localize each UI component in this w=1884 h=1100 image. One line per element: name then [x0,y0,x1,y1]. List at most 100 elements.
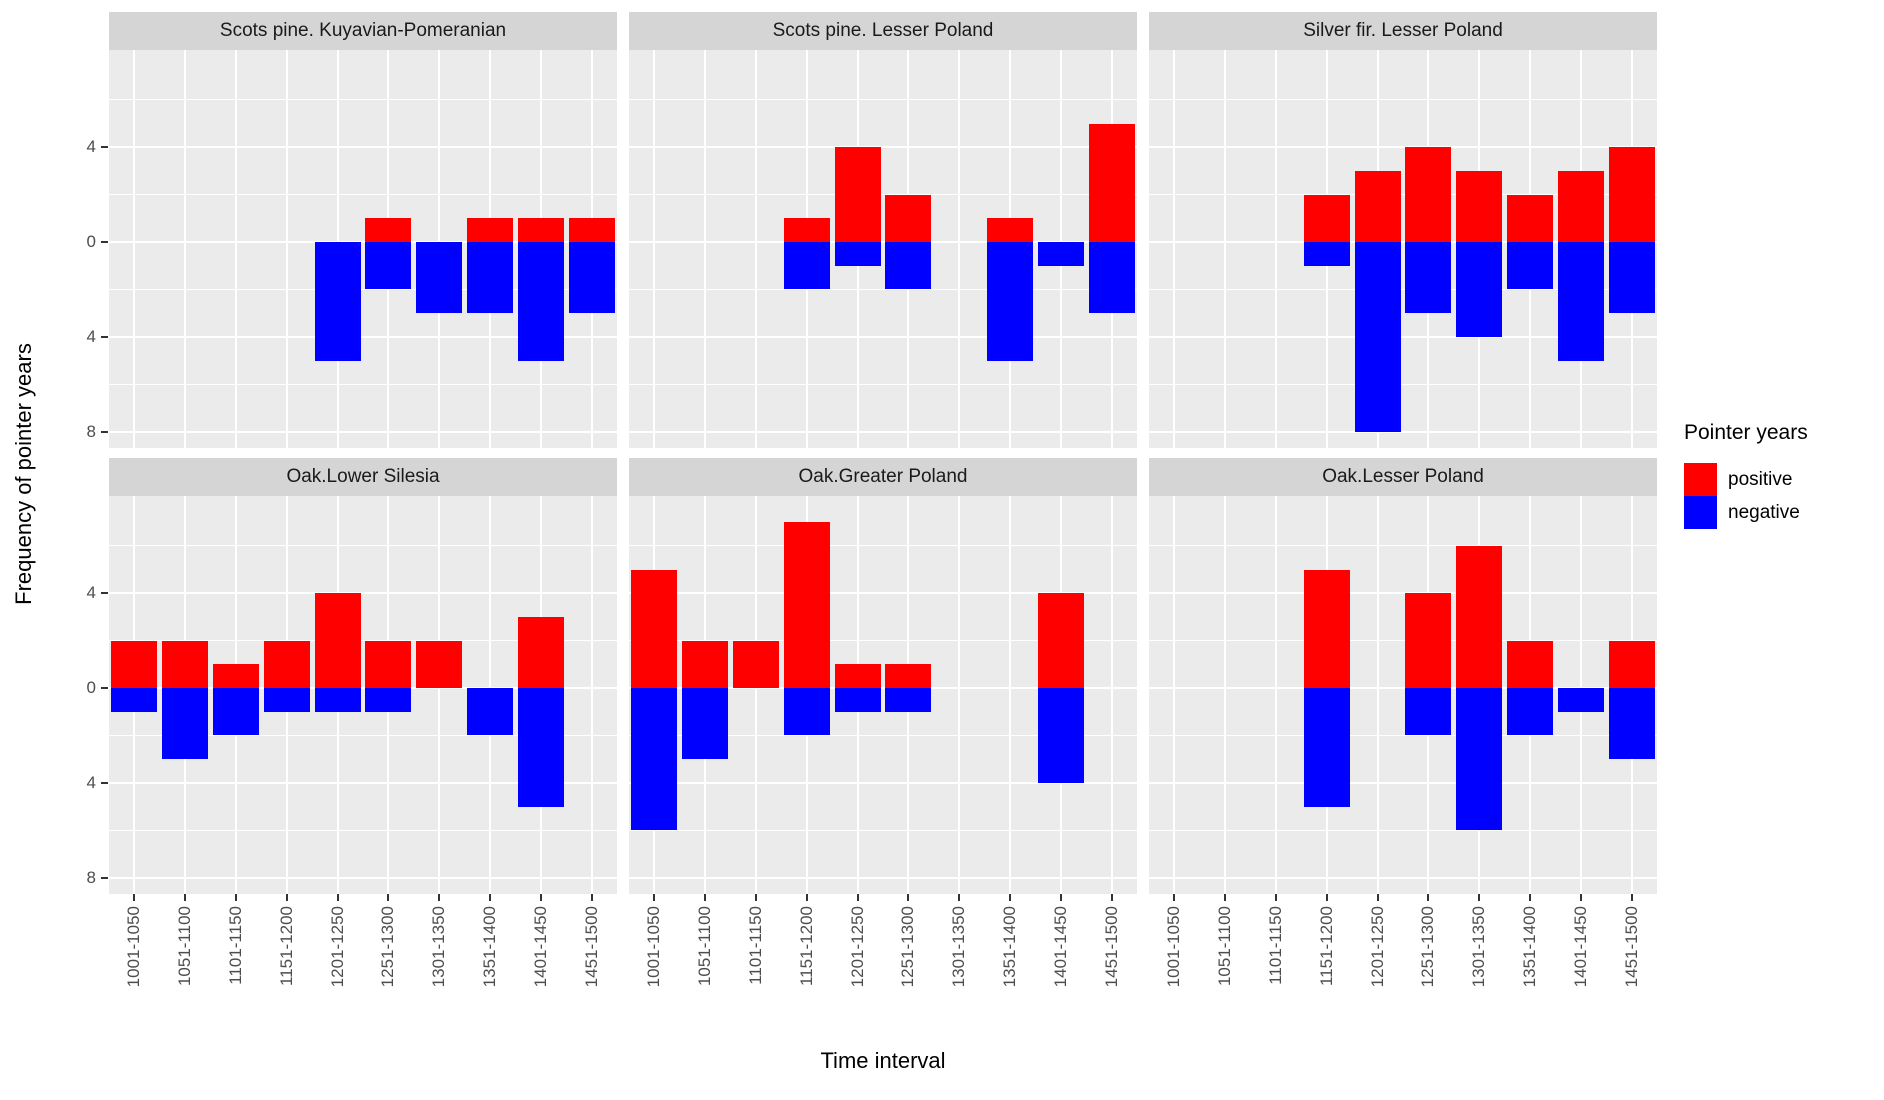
positive-bar [885,664,932,688]
x-axis-tick [1275,894,1277,901]
gridline-major [109,876,617,879]
gridline-minor [109,194,617,196]
x-tick-label: 1301-1350 [1469,906,1489,988]
legend-label: negative [1728,502,1800,523]
negative-bar [467,688,513,736]
positive-bar [1456,170,1503,242]
legend: Pointer years positive negative [1684,420,1808,529]
facet-panel [629,496,1137,894]
x-axis-tick [704,894,707,901]
negative-bar [1507,688,1553,736]
positive-bar [1037,593,1084,688]
x-tick-label: 1251-1300 [378,906,398,988]
positive-bar [263,640,310,688]
gridline-vertical [958,496,961,894]
facet-strip: Oak.Lower Silesia [109,458,617,496]
y-axis-tick [101,146,108,149]
positive-bar [1303,569,1350,688]
negative-bar [1405,688,1452,736]
negative-bar [1405,242,1452,314]
negative-bar [1037,688,1084,783]
positive-bar [733,640,779,688]
gridline-major [629,781,1137,784]
negative-bar [111,688,158,712]
x-tick-label: 1051-1100 [695,906,715,987]
x-axis-tick [1224,894,1227,901]
positive-bar [682,640,729,688]
legend-item: positive [1684,463,1808,496]
x-axis-tick [539,894,542,901]
x-tick-label: 1301-1350 [429,906,449,988]
gridline-minor [629,99,1137,101]
negative-bar [987,242,1033,361]
gridline-minor [1149,383,1657,385]
gridline-major [109,241,617,243]
y-tick-label: 4 [86,326,96,346]
x-axis-tick [336,894,339,901]
facet-strip: Oak.Greater Poland [629,458,1137,496]
x-tick-label: 1101-1150 [226,906,245,985]
gridline-vertical [1376,496,1379,894]
positive-bar [783,218,830,242]
facet-panel [1149,496,1657,894]
x-tick-label: 1151-1200 [796,906,816,987]
positive-bar [1608,640,1655,688]
positive-bar [1405,593,1452,688]
legend-title: Pointer years [1684,421,1808,444]
x-tick-label: 1401-1450 [1570,906,1590,988]
y-tick-label: 4 [86,772,96,792]
negative-bar [365,242,412,290]
positive-bar [416,640,463,688]
positive-bar [885,194,932,242]
positive-bar [987,218,1033,242]
x-axis-tick [1529,894,1531,901]
facet-strip: Scots pine. Lesser Poland [629,12,1137,50]
x-axis-tick [856,894,859,901]
x-tick-label: 1401-1450 [530,906,550,988]
negative-bar [783,242,830,290]
gridline-major [1149,430,1657,433]
gridline-major [1149,687,1657,689]
negative-bar [1608,688,1655,760]
negative-bar [834,242,881,266]
negative-bar [1303,242,1350,266]
facet-strip: Silver fir. Lesser Poland [1149,12,1657,50]
negative-bar [517,242,564,361]
negative-bar [631,688,678,831]
x-tick-label: 1001-1050 [644,906,664,988]
x-tick-label: 1201-1250 [327,906,347,988]
facet-strip-label: Oak.Lower Silesia [286,466,440,487]
negative-bar [834,688,881,712]
gridline-major [629,876,1137,879]
x-axis-tick [184,894,187,901]
negative-bar [1557,688,1604,712]
negative-bar [1354,242,1401,432]
gridline-vertical [755,496,757,894]
x-tick-label: 1201-1250 [1367,906,1387,988]
x-axis-tick [653,894,656,901]
gridline-major [629,430,1137,433]
negative-bar [1088,242,1135,314]
negative-bar [783,688,830,736]
positive-bar [314,593,361,688]
y-axis-title: Frequency of pointer years [11,343,36,605]
legend-swatch-positive [1684,463,1717,496]
positive-bar [467,218,513,242]
positive-bar [1303,194,1350,242]
facet-panel [629,50,1137,448]
negative-bar [314,242,361,361]
x-tick-label: 1251-1300 [898,906,918,988]
y-tick-label: 0 [86,232,96,251]
x-axis-tick [1427,894,1430,901]
y-axis-tick [101,687,108,689]
positive-bar [1507,640,1553,688]
gridline-vertical [1009,496,1011,894]
gridline-major [1149,335,1657,338]
positive-bar [1088,123,1135,242]
gridline-vertical [755,50,757,448]
gridline-minor [629,640,1137,642]
negative-bar [213,688,259,736]
x-axis-tick [958,894,961,901]
x-axis-title: Time interval [820,1048,946,1073]
gridline-major [109,430,617,433]
